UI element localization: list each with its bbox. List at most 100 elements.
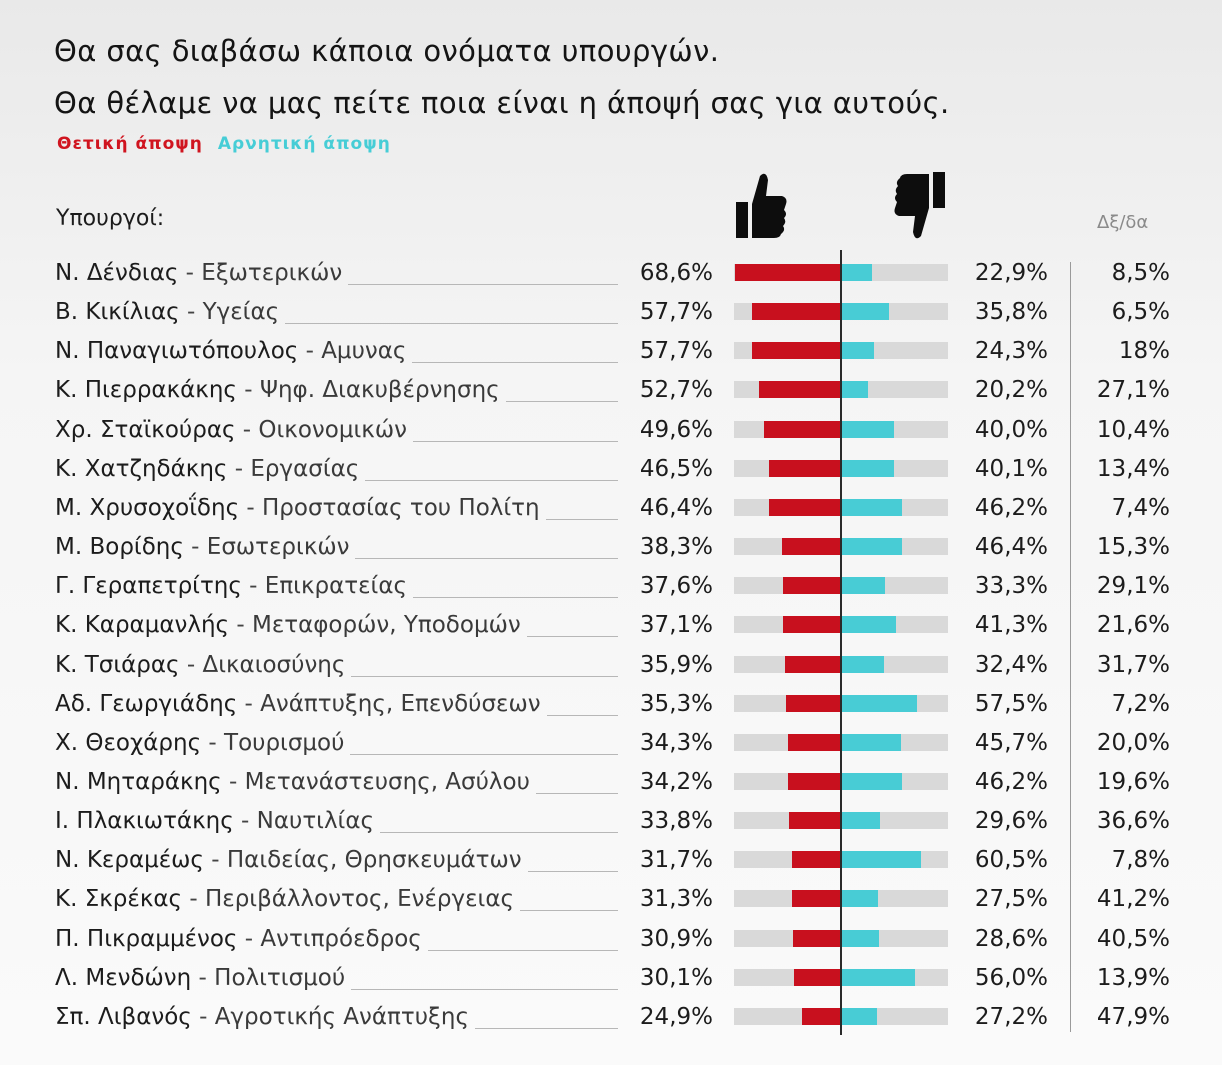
minister-name: Μ. Χρυσοχοΐδης xyxy=(55,494,240,521)
negative-value-label: 56,0% xyxy=(974,964,1048,991)
dkna-value-label: 41,2% xyxy=(1096,886,1170,913)
minister-label: Αδ. Γεωργιάδης - Ανάπτυξης, Επενδύσεων xyxy=(55,689,541,719)
negative-bar xyxy=(842,694,917,712)
positive-bar xyxy=(787,772,841,790)
dkna-value-label: 7,8% xyxy=(1111,847,1170,874)
dkna-value-label: 27,1% xyxy=(1096,377,1170,404)
negative-value-label: 45,7% xyxy=(974,729,1048,756)
ministry-name: Μετανάστευσης, Ασύλου xyxy=(244,768,530,795)
negative-bar xyxy=(842,498,903,516)
minister-label: Γ. Γεραπετρίτης - Επικρατείας xyxy=(55,571,407,601)
dkna-value-label: 13,4% xyxy=(1096,455,1170,482)
ministry-name: Επικρατείας xyxy=(264,573,407,600)
name-separator: - xyxy=(203,847,227,874)
negative-value-label: 27,5% xyxy=(974,886,1048,913)
positive-bar xyxy=(751,303,841,321)
positive-bar xyxy=(781,538,841,556)
ministers-header: Υπουργοί: xyxy=(56,206,165,231)
leader-line xyxy=(412,440,618,442)
ministry-name: Εξωτερικών xyxy=(201,260,343,286)
leader-line xyxy=(412,362,618,364)
legend-positive: Θετική άποψη xyxy=(57,134,203,154)
dkna-value-label: 31,7% xyxy=(1096,651,1170,678)
ministry-name: Αγροτικής Ανάπτυξης xyxy=(214,1003,469,1030)
minister-label: Ν. Παναγιωτόπουλος - Αμυνας xyxy=(55,336,406,366)
name-separator: - xyxy=(237,925,261,952)
center-axis-line xyxy=(840,250,842,1035)
positive-bar xyxy=(783,616,841,634)
leader-line xyxy=(351,675,618,677)
negative-value-label: 60,5% xyxy=(974,847,1048,874)
minister-row: Χρ. Σταϊκούρας - Οικονομικών 49,6% 40,0% 10… xyxy=(0,415,1222,454)
negative-value-label: 40,1% xyxy=(974,455,1048,482)
minister-name: Ν. Κεραμέως xyxy=(55,847,204,874)
minister-row: Κ. Τσιάρας - Δικαιοσύνης 35,9% 32,4% 31,7% xyxy=(0,650,1222,689)
ministry-name: Πολιτισμού xyxy=(214,964,346,991)
minister-label: Κ. Χατζηδάκης - Εργασίας xyxy=(55,454,359,484)
negative-value-label: 46,2% xyxy=(974,768,1048,795)
minister-name: Ν. Παναγιωτόπουλος xyxy=(55,338,299,365)
minister-name: Κ. Τσιάρας xyxy=(55,651,180,678)
minister-row: Κ. Πιερρακάκης - Ψηφ. Διακυβέρνησης 52,7%… xyxy=(0,375,1222,414)
negative-bar xyxy=(842,733,902,751)
dkna-divider xyxy=(1070,262,1071,1032)
negative-bar xyxy=(842,264,872,281)
minister-label: Κ. Καραμανλής - Μεταφορών, Υποδομών xyxy=(55,610,521,640)
positive-value-label: 68,6% xyxy=(639,260,713,286)
minister-name: Λ. Μενδώνη xyxy=(55,964,192,991)
positive-bar xyxy=(734,264,841,281)
ministry-name: Μεταφορών, Υποδομών xyxy=(251,612,521,639)
positive-bar xyxy=(764,420,841,438)
minister-name: Κ. Σκρέκας xyxy=(55,886,183,913)
positive-bar xyxy=(786,694,841,712)
dkna-value-label: 15,3% xyxy=(1096,534,1170,561)
ministry-name: Ψηφ. Διακυβέρνησης xyxy=(259,377,500,404)
dkna-value-label: 19,6% xyxy=(1096,768,1170,795)
ministry-name: Ανάπτυξης, Επενδύσεων xyxy=(260,690,541,717)
leader-line xyxy=(527,871,618,873)
negative-value-label: 24,3% xyxy=(974,338,1048,365)
negative-value-label: 32,4% xyxy=(974,651,1048,678)
negative-value-label: 22,9% xyxy=(974,260,1048,286)
positive-value-label: 31,7% xyxy=(639,847,713,874)
minister-row: Ν. Παναγιωτόπουλος - Αμυνας 57,7% 24,3% 18% xyxy=(0,336,1222,375)
name-separator: - xyxy=(191,1003,215,1030)
positive-bar xyxy=(751,342,841,360)
positive-value-label: 49,6% xyxy=(639,416,713,443)
ministry-name: Δικαιοσύνης xyxy=(202,651,346,678)
name-separator: - xyxy=(235,416,259,443)
negative-value-label: 20,2% xyxy=(974,377,1048,404)
negative-bar xyxy=(842,655,885,673)
dkna-value-label: 10,4% xyxy=(1096,416,1170,443)
name-separator: - xyxy=(179,651,203,678)
negative-bar xyxy=(842,303,889,321)
dkna-header: Δξ/δα xyxy=(1097,212,1149,233)
negative-value-label: 57,5% xyxy=(974,690,1048,717)
leader-line xyxy=(546,714,618,716)
minister-row: Χ. Θεοχάρης - Τουρισμού 34,3% 45,7% 20,0% xyxy=(0,728,1222,767)
chart-title-line-2: Θα θέλαμε να μας πείτε ποια είναι η άποψ… xyxy=(54,86,950,120)
dkna-value-label: 47,9% xyxy=(1096,1003,1170,1030)
negative-bar xyxy=(842,342,874,360)
leader-line xyxy=(526,636,618,638)
name-separator: - xyxy=(191,964,215,991)
minister-name: Κ. Χατζηδάκης xyxy=(55,455,228,482)
name-separator: - xyxy=(201,729,225,756)
minister-row: Λ. Μενδώνη - Πολιτισμού 30,1% 56,0% 13,9% xyxy=(0,963,1222,1002)
minister-name: Χ. Θεοχάρης xyxy=(55,729,202,756)
negative-value-label: 27,2% xyxy=(974,1003,1048,1030)
negative-bar xyxy=(842,616,896,634)
minister-name: Γ. Γεραπετρίτης xyxy=(55,573,242,600)
name-separator: - xyxy=(237,690,261,717)
minister-label: Β. Κικίλιας - Υγείας xyxy=(55,297,279,327)
minister-name: Ν. Δένδιας xyxy=(55,260,179,286)
ministry-name: Οικονομικών xyxy=(258,416,407,443)
minister-row: Κ. Σκρέκας - Περιβάλλοντος, Ενέργειας 31,… xyxy=(0,884,1222,923)
minister-label: Κ. Πιερρακάκης - Ψηφ. Διακυβέρνησης xyxy=(55,375,500,405)
positive-bar xyxy=(794,968,841,986)
minister-name: Κ. Καραμανλής xyxy=(55,612,230,639)
negative-bar xyxy=(842,890,878,908)
minister-name: Σπ. Λιβανός xyxy=(55,1003,192,1030)
positive-value-label: 33,8% xyxy=(639,808,713,835)
legend: Θετική άποψη Αρνητική άποψη xyxy=(57,134,391,154)
